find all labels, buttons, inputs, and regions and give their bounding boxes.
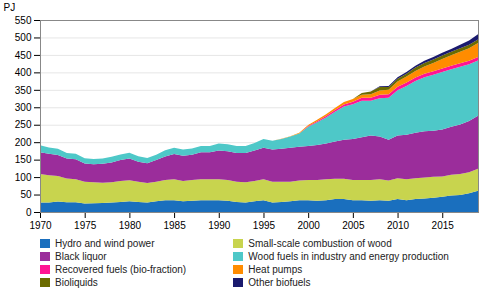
svg-text:PJ: PJ [4,2,16,13]
svg-text:300: 300 [15,102,32,113]
svg-text:1990: 1990 [208,220,231,231]
svg-text:1980: 1980 [119,220,142,231]
html-text:Bioliquids: Bioliquids [55,277,98,288]
svg-text:50: 50 [20,189,32,200]
svg-text:250: 250 [15,119,32,130]
svg-text:400: 400 [15,67,32,78]
svg-text:200: 200 [15,137,32,148]
svg-text:2000: 2000 [298,220,321,231]
html-text:Wood fuels in industry and ene: Wood fuels in industry and energy produc… [248,251,449,262]
svg-text:2010: 2010 [387,220,410,231]
svg-text:100: 100 [15,172,32,183]
svg-text:550: 550 [15,15,32,26]
html-text:Heat pumps: Heat pumps [248,264,303,275]
html-text:Recovered fuels (bio-fraction): Recovered fuels (bio-fraction) [55,264,187,275]
svg-text:2015: 2015 [432,220,455,231]
svg-text:1970: 1970 [29,220,52,231]
svg-text:1985: 1985 [163,220,186,231]
svg-text:150: 150 [15,154,32,165]
svg-text:500: 500 [15,32,32,43]
svg-text:2005: 2005 [342,220,365,231]
svg-text:450: 450 [15,50,32,61]
html-text:Hydro and wind power: Hydro and wind power [55,238,155,249]
html-text:Black liquor: Black liquor [55,251,107,262]
svg-text:1975: 1975 [74,220,97,231]
svg-text:1995: 1995 [253,220,276,231]
svg-text:0: 0 [26,207,32,218]
html-text:Other biofuels: Other biofuels [248,277,311,288]
svg-text:350: 350 [15,85,32,96]
html-text:Small-scale combustion of wood: Small-scale combustion of wood [248,238,392,249]
